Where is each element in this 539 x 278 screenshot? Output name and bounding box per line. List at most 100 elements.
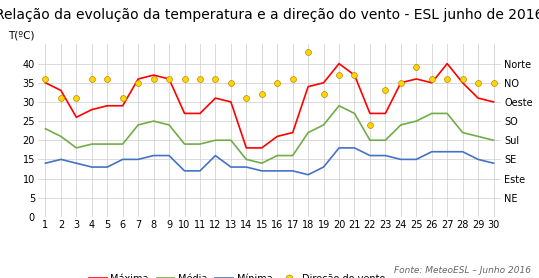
Média (444, 112, 451, 115)
Média (212, 138, 219, 142)
Line: Mínima: Mínima (45, 148, 494, 175)
Direção do vento (258, 92, 266, 96)
Máxima (459, 81, 466, 85)
Mínima (367, 154, 373, 157)
Máxima (305, 85, 312, 88)
Direção do vento (412, 65, 420, 70)
Text: T(ºC): T(ºC) (8, 31, 34, 41)
Máxima (413, 77, 419, 81)
Média (367, 138, 373, 142)
Máxima (259, 146, 265, 150)
Text: Fonte: MeteoESL – Junho 2016: Fonte: MeteoESL – Junho 2016 (394, 266, 531, 275)
Mínima (135, 158, 141, 161)
Média (459, 131, 466, 134)
Text: Relação da evolução da temperatura e a direção do vento - ESL junho de 2016: Relação da evolução da temperatura e a d… (0, 8, 539, 22)
Mínima (444, 150, 451, 153)
Direção do vento (87, 77, 96, 81)
Média (227, 138, 234, 142)
Mínima (181, 169, 188, 173)
Direção do vento (180, 77, 189, 81)
Máxima (104, 104, 110, 107)
Máxima (73, 116, 80, 119)
Mínima (305, 173, 312, 176)
Máxima (475, 96, 481, 100)
Máxima (150, 73, 157, 77)
Mínima (336, 146, 342, 150)
Mínima (398, 158, 404, 161)
Direção do vento (134, 81, 142, 85)
Direção do vento (119, 96, 127, 100)
Média (413, 120, 419, 123)
Direção do vento (196, 77, 204, 81)
Direção do vento (489, 81, 498, 85)
Mínima (150, 154, 157, 157)
Mínima (73, 162, 80, 165)
Direção do vento (41, 77, 50, 81)
Mínima (212, 154, 219, 157)
Direção do vento (226, 81, 235, 85)
Máxima (274, 135, 280, 138)
Máxima (382, 112, 389, 115)
Média (289, 154, 296, 157)
Máxima (120, 104, 126, 107)
Média (150, 120, 157, 123)
Mínima (413, 158, 419, 161)
Direção do vento (288, 77, 297, 81)
Média (243, 158, 250, 161)
Média (120, 142, 126, 146)
Máxima (197, 112, 203, 115)
Média (305, 131, 312, 134)
Mínima (166, 154, 172, 157)
Mínima (42, 162, 49, 165)
Média (197, 142, 203, 146)
Média (135, 123, 141, 126)
Mínima (120, 158, 126, 161)
Direção do vento (397, 81, 405, 85)
Máxima (320, 81, 327, 85)
Mínima (351, 146, 358, 150)
Máxima (58, 89, 64, 92)
Média (259, 162, 265, 165)
Mínima (475, 158, 481, 161)
Mínima (459, 150, 466, 153)
Máxima (429, 81, 435, 85)
Máxima (289, 131, 296, 134)
Máxima (212, 96, 219, 100)
Line: Máxima: Máxima (45, 64, 494, 148)
Máxima (243, 146, 250, 150)
Máxima (398, 81, 404, 85)
Máxima (88, 108, 95, 111)
Média (58, 135, 64, 138)
Média (382, 138, 389, 142)
Máxima (336, 62, 342, 65)
Legend: Máxima, Média, Mínima, Direção do vento: Máxima, Média, Mínima, Direção do vento (85, 270, 389, 278)
Máxima (444, 62, 451, 65)
Média (181, 142, 188, 146)
Direção do vento (72, 96, 81, 100)
Mínima (58, 158, 64, 161)
Média (104, 142, 110, 146)
Direção do vento (381, 88, 390, 93)
Máxima (367, 112, 373, 115)
Mínima (429, 150, 435, 153)
Direção do vento (474, 81, 482, 85)
Direção do vento (335, 73, 343, 77)
Mínima (289, 169, 296, 173)
Máxima (135, 77, 141, 81)
Direção do vento (103, 77, 112, 81)
Line: Média: Média (45, 106, 494, 163)
Mínima (382, 154, 389, 157)
Mínima (243, 165, 250, 169)
Média (351, 112, 358, 115)
Direção do vento (365, 123, 374, 127)
Direção do vento (165, 77, 174, 81)
Máxima (227, 100, 234, 104)
Mínima (227, 165, 234, 169)
Média (166, 123, 172, 126)
Direção do vento (211, 77, 220, 81)
Média (336, 104, 342, 107)
Direção do vento (319, 92, 328, 96)
Direção do vento (427, 77, 436, 81)
Média (88, 142, 95, 146)
Média (42, 127, 49, 130)
